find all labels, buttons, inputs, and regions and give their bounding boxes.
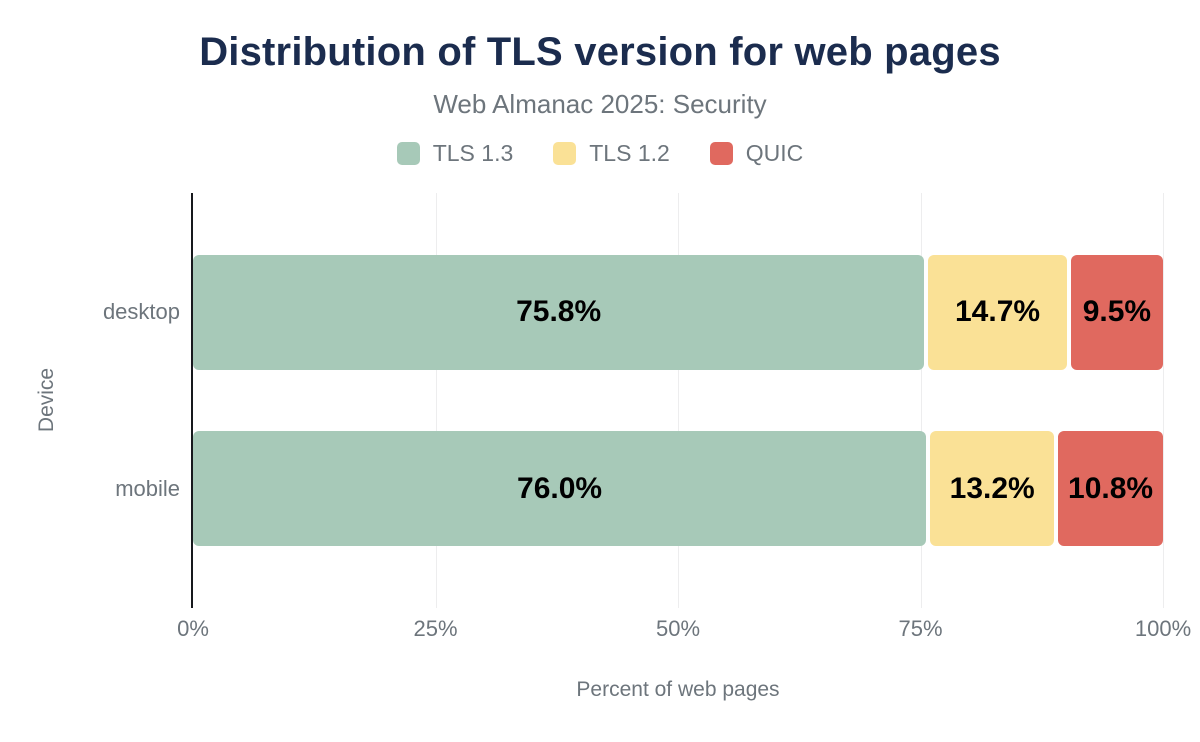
legend-label: TLS 1.2 <box>589 140 670 166</box>
bar-segment-fill: 75.8% <box>193 254 925 370</box>
bar-value-label: 9.5% <box>1082 295 1152 329</box>
bar-segment-mobile-tls-1-3[interactable]: 76.0% <box>193 431 930 547</box>
gridline-100 <box>1163 193 1164 608</box>
bar-segment-mobile-tls-1-2[interactable]: 13.2% <box>930 431 1058 547</box>
x-tick-label-0: 0% <box>177 616 209 641</box>
bar-segment-mobile-quic[interactable]: 10.8% <box>1058 431 1163 547</box>
bar-segment-desktop-quic[interactable]: 9.5% <box>1070 254 1163 370</box>
legend-item-quic[interactable]: QUIC <box>709 140 804 167</box>
legend-swatch-icon <box>396 142 420 165</box>
legend-item-tls-1-3[interactable]: TLS 1.3 <box>396 140 514 167</box>
bar-segment-fill: 10.8% <box>1058 431 1163 547</box>
category-label-mobile: mobile <box>115 475 180 501</box>
bar-value-label: 10.8% <box>1068 471 1154 505</box>
legend: TLS 1.3 TLS 1.2 QUIC <box>0 140 1200 167</box>
chart-subtitle: Web Almanac 2025: Security <box>433 89 767 119</box>
bar-value-label: 76.0% <box>517 471 603 505</box>
bar-value-label: 14.7% <box>955 295 1041 329</box>
bar-segment-fill: 9.5% <box>1070 254 1163 370</box>
bar-row-mobile: 76.0% 13.2% 10.8% <box>193 431 1163 547</box>
chart-title: Distribution of TLS version for web page… <box>199 30 1001 74</box>
x-tick-label-25: 25% <box>413 616 458 641</box>
y-axis-line <box>191 193 193 608</box>
bar-segment-desktop-tls-1-2[interactable]: 14.7% <box>928 254 1071 370</box>
legend-label: QUIC <box>745 140 804 166</box>
bar-row-desktop: 75.8% 14.7% 9.5% <box>193 254 1163 370</box>
x-axis-tick-labels: 0% 25% 50% 75% 100% <box>177 616 1191 644</box>
category-label-desktop: desktop <box>102 299 180 325</box>
bar-value-label: 75.8% <box>516 295 602 329</box>
legend-item-tls-1-2[interactable]: TLS 1.2 <box>553 140 670 167</box>
x-tick-label-75: 75% <box>898 616 943 641</box>
x-axis-title: Percent of web pages <box>576 678 780 701</box>
gridline-75 <box>920 193 922 608</box>
legend-swatch-icon <box>553 142 577 165</box>
x-tick-label-50: 50% <box>655 616 701 641</box>
bar-segment-desktop-tls-1-3[interactable]: 75.8% <box>193 254 928 370</box>
bar-rows: 75.8% 14.7% 9.5% 76.0% 13.2% 10.8% <box>193 193 1163 608</box>
x-tick-label-100: 100% <box>1134 616 1192 641</box>
gridline-25 <box>435 193 437 608</box>
bar-segment-fill: 14.7% <box>928 254 1067 370</box>
bar-segment-fill: 76.0% <box>193 431 927 547</box>
bar-value-label: 13.2% <box>949 471 1035 505</box>
y-axis-category-labels: desktop mobile <box>0 193 180 608</box>
legend-label: TLS 1.3 <box>432 140 514 166</box>
legend-swatch-icon <box>709 142 733 165</box>
gridline-50 <box>678 193 679 608</box>
bar-segment-fill: 13.2% <box>930 431 1055 547</box>
plot-area: 75.8% 14.7% 9.5% 76.0% 13.2% 10.8% <box>191 193 1164 608</box>
